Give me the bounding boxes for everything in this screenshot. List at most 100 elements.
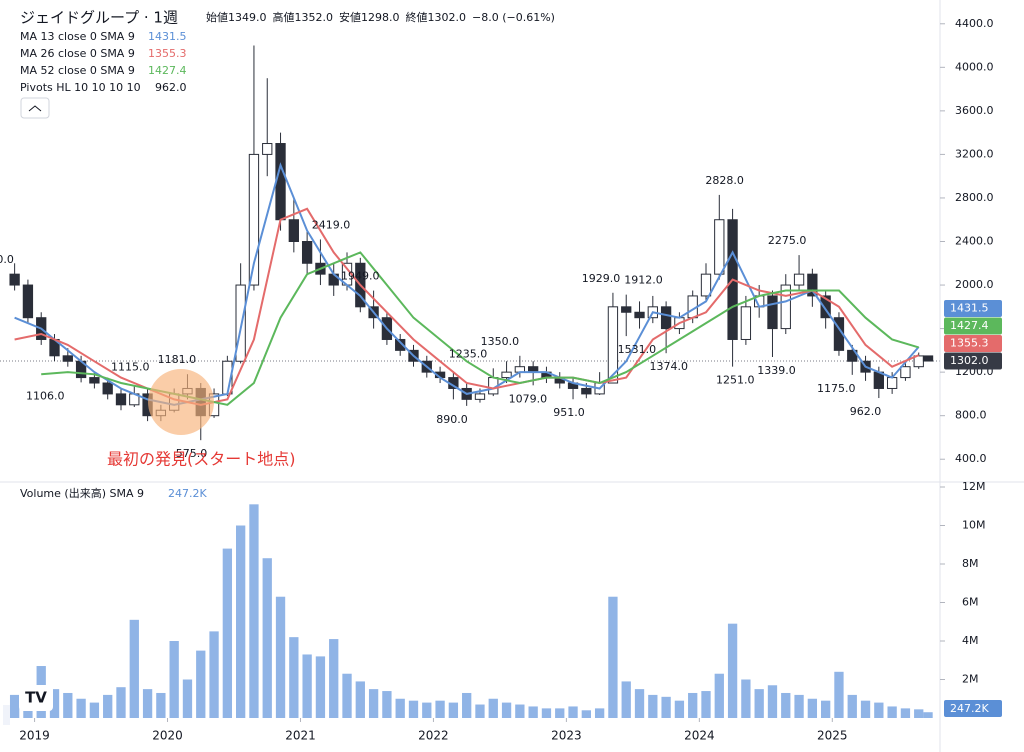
volume-bar (834, 671, 844, 718)
pivot-low-label: 951.0 (553, 406, 585, 419)
volume-bar (794, 694, 804, 718)
logo: TV (25, 689, 47, 707)
x-tick-label: 2021 (285, 729, 316, 743)
volume-bar (727, 623, 738, 718)
volume-bar (275, 596, 286, 718)
pivot-legend-value: 962.0 (155, 81, 187, 94)
candle-body (102, 382, 113, 395)
price-badge-label: 1302.0 (950, 354, 989, 367)
volume-tick-label: 6M (962, 596, 979, 609)
pivot-high-label: 1912.0 (624, 274, 663, 287)
volume-bar (249, 504, 259, 718)
volume-bar (821, 700, 831, 718)
ohlc-label: 始値 (206, 10, 228, 24)
x-tick-label: 2024 (684, 729, 715, 743)
volume-tick-label: 12M (962, 480, 986, 493)
volume-bar (49, 689, 60, 718)
pivot-high-label: 2828.0 (705, 174, 744, 187)
pivot-high-label: 1235.0 (449, 347, 488, 360)
volume-bar (103, 694, 113, 718)
collapse-button[interactable] (20, 97, 50, 119)
candle-body (9, 273, 20, 286)
y-tick-label: 2400.0 (955, 235, 994, 248)
price-badge-label: 1355.3 (950, 337, 989, 350)
volume-bar (156, 692, 166, 718)
volume-bar (355, 681, 365, 718)
volume-bar (182, 679, 193, 718)
volume-bar (608, 596, 618, 718)
candle-body (22, 284, 34, 319)
volume-bar (448, 702, 459, 718)
volume-sma-value: 247.2K (168, 487, 207, 500)
volume-bar (422, 702, 432, 718)
volume-bar (688, 692, 698, 718)
volume-bar (555, 708, 565, 718)
candle-body (115, 393, 127, 406)
volume-bar (634, 689, 645, 718)
volume-bar (648, 694, 658, 718)
volume-bar (488, 698, 498, 718)
volume-bar (169, 641, 179, 718)
volume-bar (116, 687, 126, 718)
volume-bar (382, 691, 392, 718)
highlight-circle (148, 369, 214, 435)
volume-legend: Volume (出来高) SMA 9 (20, 486, 144, 500)
candle-body (922, 355, 934, 362)
scroll-handle[interactable] (3, 705, 10, 725)
pivot-low-label: 1175.0 (817, 382, 856, 395)
x-tick-label: 2023 (551, 729, 582, 743)
volume-bar (767, 685, 778, 718)
volume-bar (209, 631, 219, 718)
ma-legend: MA 52 close 0 SMA 9 (20, 64, 135, 77)
volume-bar (568, 706, 578, 718)
ohlc-label: 終値 (406, 10, 428, 24)
volume-bar (515, 704, 525, 718)
volume-bar (541, 708, 552, 718)
volume-bar (222, 548, 233, 718)
x-tick-label: 2025 (817, 729, 848, 743)
candle-body (634, 311, 645, 319)
pivot-high-label: 2100.0 (0, 253, 14, 266)
price-badge (944, 335, 1002, 353)
volume-bar (754, 689, 764, 718)
volume-bar (368, 689, 379, 718)
y-tick-label: 4400.0 (955, 17, 994, 30)
pivot-low-label: 962.0 (850, 405, 882, 418)
volume-bar (900, 708, 911, 718)
annotation: 最初の発見(スタート地点) (107, 450, 296, 469)
candle-body (607, 306, 619, 384)
volume-bar (887, 706, 897, 718)
candle-body (886, 377, 898, 389)
pivot-low-label: 1106.0 (26, 389, 65, 402)
candle-body (262, 143, 273, 155)
ma-legend-value: 1427.4 (148, 64, 187, 77)
ohlc-header: 始値1349.0 高値1352.0 安値1298.0 終値1302.0 −8.0 (−0… (206, 10, 555, 24)
candle-body (740, 306, 752, 340)
volume-bar (847, 694, 857, 718)
x-tick-label: 2022 (418, 729, 449, 743)
symbol-title: ジェイドグループ · 1週 (20, 9, 178, 27)
candle-body (621, 306, 632, 313)
legend: MA 13 close 0 SMA 9 1431.5 MA 26 close 0 S… (20, 30, 187, 94)
price-badge-label: 1431.5 (950, 302, 989, 315)
pivot-high-label: 2419.0 (312, 218, 351, 231)
volume-tick-label: 2M (962, 673, 979, 686)
volume-bar (501, 702, 512, 718)
candle-body (395, 338, 406, 351)
candle-body (581, 387, 592, 395)
candle-body (700, 273, 712, 297)
volume-bar (129, 619, 139, 718)
volume-bar (262, 558, 272, 718)
candle-body (807, 273, 818, 297)
x-tick-label: 2019 (19, 729, 50, 743)
candle-body (660, 306, 672, 330)
candle-body (89, 377, 100, 384)
pivot-low-label: 1531.0 (618, 343, 657, 356)
candle-body (301, 241, 313, 264)
volume-bar (528, 706, 538, 718)
volume-bar (302, 654, 312, 718)
logo-bg (19, 685, 53, 711)
pivot-high-label: 1949.0 (341, 270, 380, 283)
pivot-low-label: 575.0 (176, 447, 208, 460)
candle-body (235, 284, 246, 362)
